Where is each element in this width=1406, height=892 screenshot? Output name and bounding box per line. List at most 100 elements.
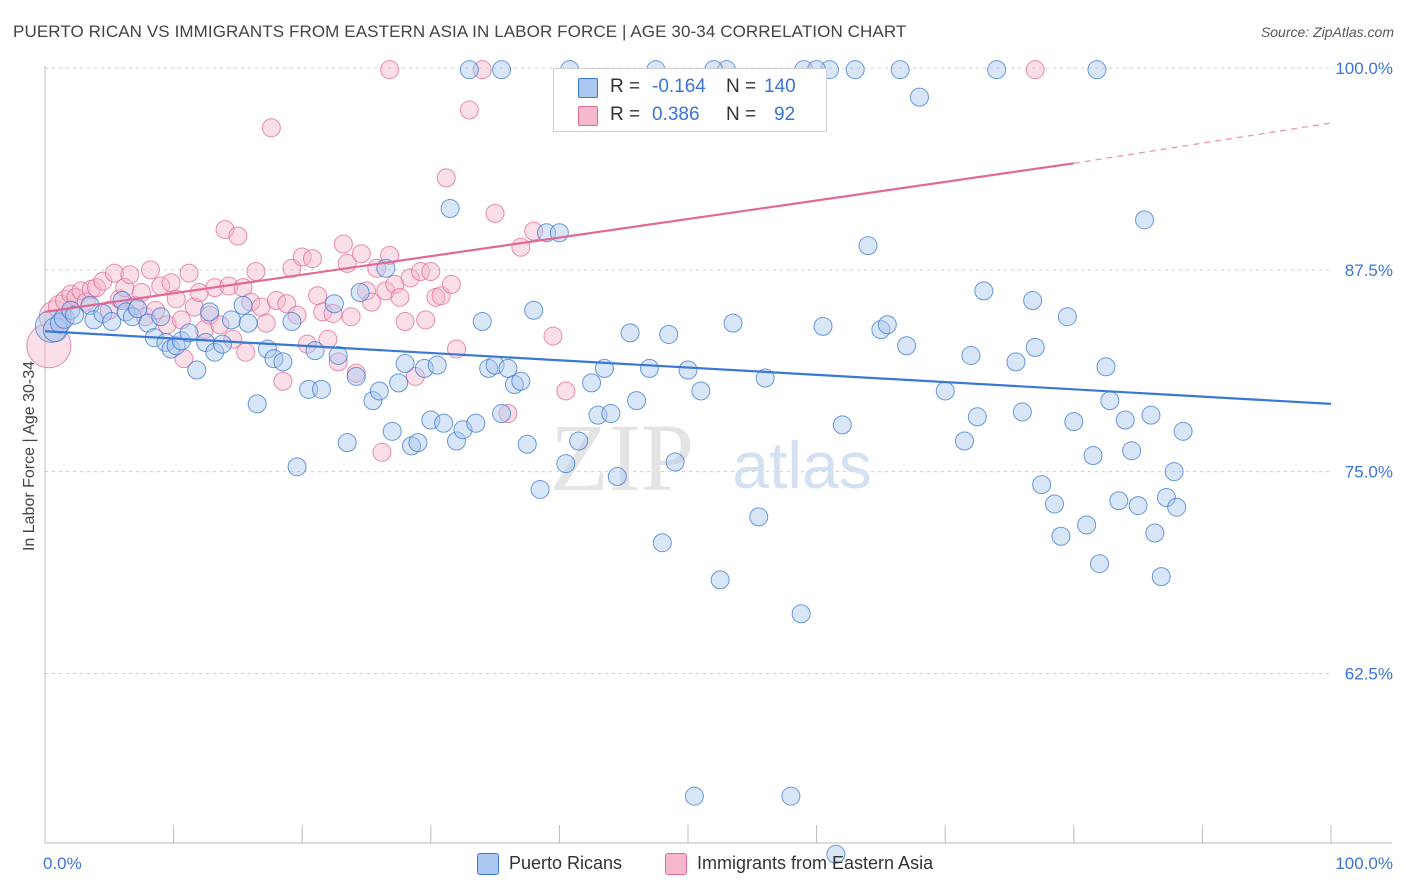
data-point-puerto-ricans (791, 604, 811, 624)
data-point-puerto-ricans (459, 60, 479, 80)
data-point-puerto-ricans (1087, 60, 1107, 80)
data-point-eastern-asia (161, 273, 181, 293)
data-point-puerto-ricans (1115, 410, 1135, 430)
legend-swatch-pink (578, 106, 598, 126)
data-point-puerto-ricans (826, 844, 846, 864)
data-point-puerto-ricans (492, 60, 512, 80)
x-tick-label: 100.0% (1335, 854, 1393, 873)
data-point-puerto-ricans (42, 317, 68, 343)
data-point-puerto-ricans (1141, 405, 1161, 425)
data-point-puerto-ricans (346, 366, 366, 386)
data-point-puerto-ricans (556, 454, 576, 474)
data-point-puerto-ricans (710, 570, 730, 590)
data-point-eastern-asia (351, 244, 371, 264)
data-point-puerto-ricans (421, 410, 441, 430)
data-point-puerto-ricans (337, 433, 357, 453)
legend-r-label: R = (610, 76, 641, 97)
data-point-puerto-ricans (1128, 496, 1148, 516)
data-point-puerto-ricans (569, 431, 589, 451)
data-point-eastern-asia (416, 310, 436, 330)
data-point-puerto-ricans (472, 312, 492, 332)
data-point-puerto-ricans (1083, 446, 1103, 466)
data-point-puerto-ricans (1064, 412, 1084, 432)
data-point-puerto-ricans (659, 324, 679, 344)
data-point-puerto-ricans (179, 323, 199, 343)
data-point-puerto-ricans (639, 358, 659, 378)
data-point-eastern-asia (292, 247, 312, 267)
data-point-puerto-ricans (102, 312, 122, 332)
axes (44, 66, 1392, 844)
data-point-puerto-ricans (382, 421, 402, 441)
data-point-puerto-ricans (273, 352, 293, 372)
data-point-puerto-ricans (691, 381, 711, 401)
data-point-eastern-asia (485, 203, 505, 223)
data-point-puerto-ricans (389, 373, 409, 393)
data-point-puerto-ricans (665, 452, 685, 472)
data-point-puerto-ricans (755, 368, 775, 388)
data-point-eastern-asia (71, 281, 91, 301)
data-point-eastern-asia (256, 313, 276, 333)
series-immigrants-eastern-asia (26, 60, 1045, 462)
data-point-puerto-ricans (408, 433, 428, 453)
data-point-eastern-asia (179, 263, 199, 283)
data-point-eastern-asia (273, 371, 293, 391)
data-point-puerto-ricans (627, 391, 647, 411)
data-point-puerto-ricans (1077, 515, 1097, 535)
data-point-puerto-ricans (1006, 352, 1026, 372)
data-point-eastern-asia (459, 100, 479, 120)
trend-line-eastern-asia (44, 162, 1074, 313)
legend-row-puerto-ricans: R = -0.164 N = 140 (554, 73, 826, 101)
data-point-puerto-ricans (447, 431, 467, 451)
data-point-puerto-ricans (287, 457, 307, 477)
data-point-puerto-ricans (369, 381, 389, 401)
data-point-eastern-asia (308, 286, 328, 306)
data-point-eastern-asia (241, 292, 261, 312)
data-point-puerto-ricans (858, 236, 878, 256)
data-point-eastern-asia (395, 312, 415, 332)
data-point-puerto-ricans (363, 391, 383, 411)
data-point-puerto-ricans (395, 354, 415, 374)
data-point-eastern-asia (498, 404, 518, 424)
data-point-puerto-ricans (723, 313, 743, 333)
data-point-puerto-ricans (909, 87, 929, 107)
data-point-eastern-asia (61, 284, 81, 304)
data-point-puerto-ricans (1156, 488, 1176, 508)
data-point-puerto-ricans (151, 307, 171, 327)
data-point-puerto-ricans (524, 300, 544, 320)
data-point-puerto-ricans (871, 320, 891, 340)
data-point-puerto-ricans (601, 404, 621, 424)
legend-n-value: 140 (764, 76, 796, 97)
data-point-eastern-asia (287, 305, 307, 325)
legend-row-eastern-asia: R = 0.386 N = 92 (554, 101, 826, 129)
data-point-eastern-asia (1025, 60, 1045, 80)
data-point-eastern-asia (223, 329, 243, 349)
data-point-eastern-asia (372, 442, 392, 462)
data-point-puerto-ricans (813, 316, 833, 336)
data-point-puerto-ricans (684, 786, 704, 806)
data-point-puerto-ricans (1012, 402, 1032, 422)
legend-r-label: R = (610, 104, 641, 125)
data-point-eastern-asia (246, 261, 266, 281)
data-point-puerto-ricans (1090, 554, 1110, 574)
data-point-puerto-ricans (987, 60, 1007, 80)
chart-title: PUERTO RICAN VS IMMIGRANTS FROM EASTERN … (13, 22, 907, 41)
data-point-eastern-asia (421, 261, 441, 281)
data-point-puerto-ricans (897, 336, 917, 356)
legend-r-value: -0.164 (652, 76, 706, 97)
data-point-eastern-asia (297, 334, 317, 354)
data-point-eastern-asia (436, 168, 456, 188)
data-point-puerto-ricans (935, 381, 955, 401)
bottom-legend-label: Immigrants from Eastern Asia (697, 853, 934, 873)
data-point-puerto-ricans (652, 533, 672, 553)
trend-line-puerto-ricans (44, 330, 1332, 405)
data-point-puerto-ricans (511, 371, 531, 391)
legend-swatch-blue (578, 78, 598, 98)
data-point-eastern-asia (236, 342, 256, 362)
data-point-puerto-ricans (350, 282, 370, 302)
data-point-puerto-ricans (282, 312, 302, 332)
data-point-puerto-ricans (440, 199, 460, 219)
data-point-puerto-ricans (187, 360, 207, 380)
data-point-eastern-asia (333, 234, 353, 254)
data-point-puerto-ricans (607, 467, 627, 487)
data-point-puerto-ricans (238, 313, 258, 333)
